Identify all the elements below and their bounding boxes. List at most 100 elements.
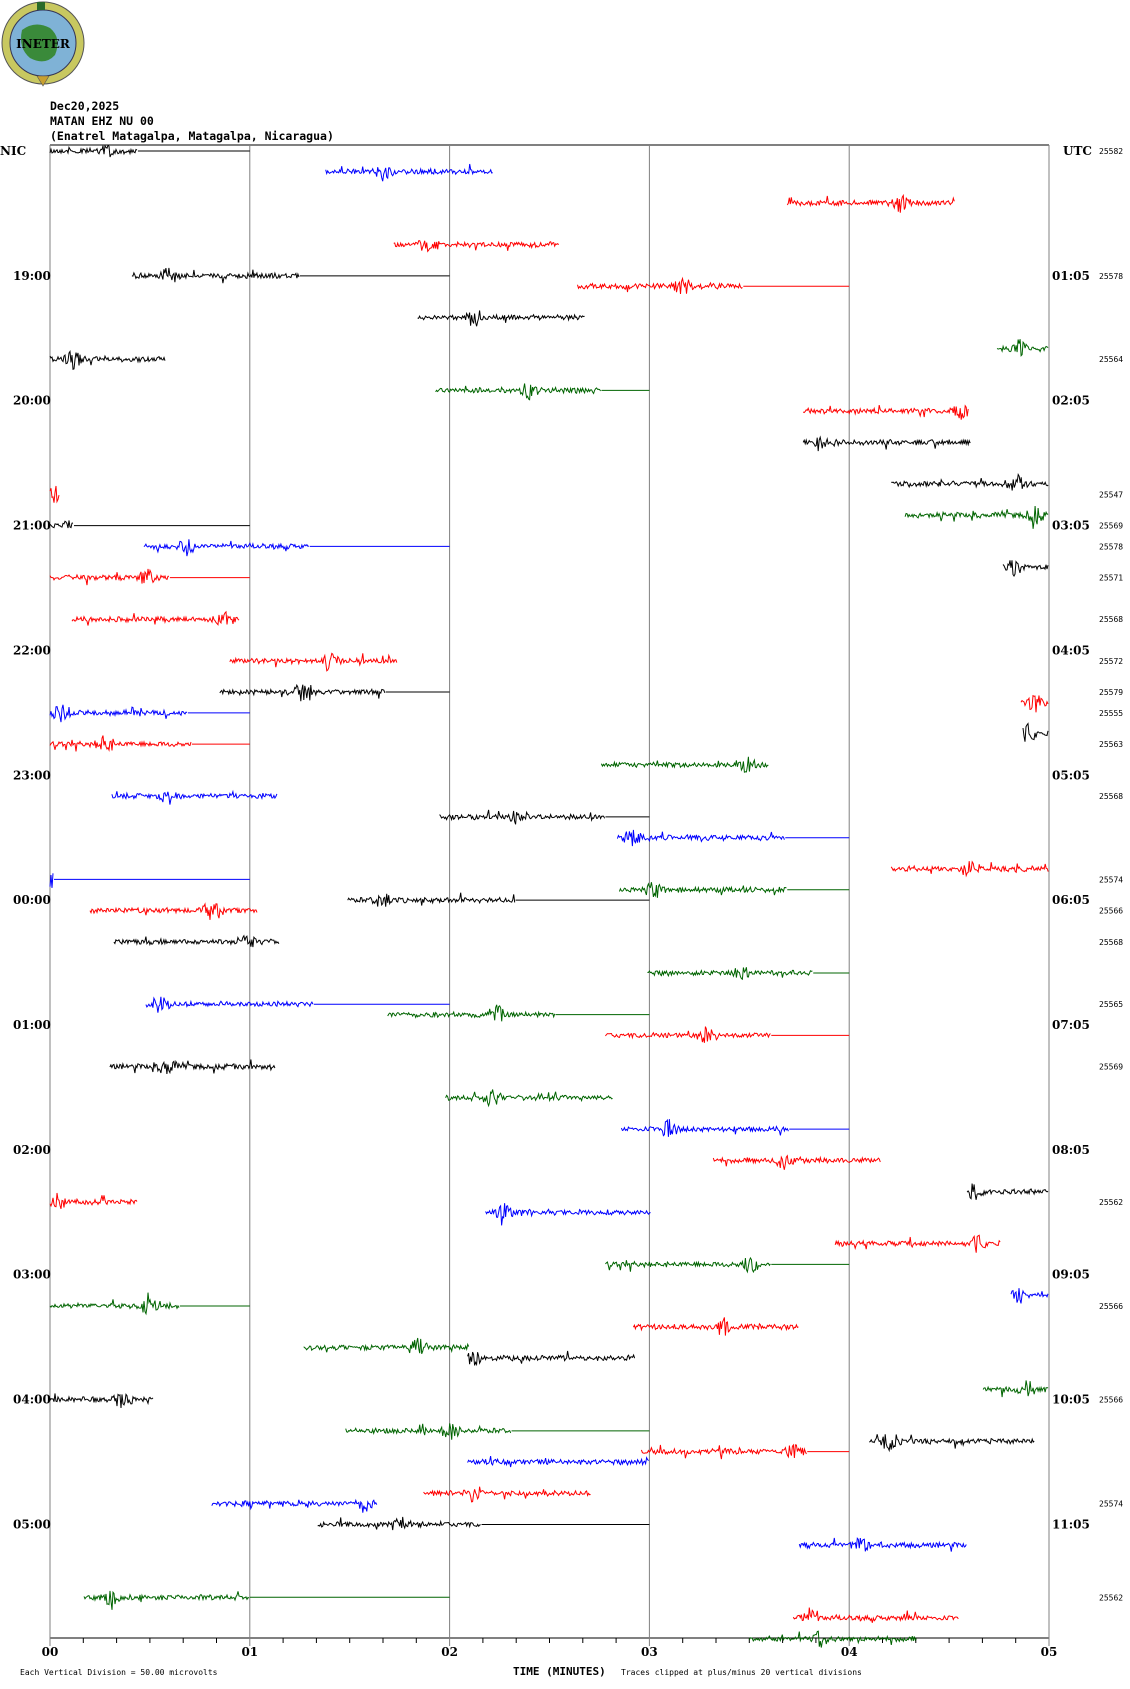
right-hour-label: 09:05 bbox=[1052, 1268, 1090, 1282]
left-hour-label: 20:00 bbox=[13, 394, 51, 408]
row-mean-count: 25565 bbox=[1099, 1000, 1123, 1009]
header-location: (Enatrel Matagalpa, Matagalpa, Nicaragua… bbox=[50, 129, 334, 143]
row-mean-count: 25571 bbox=[1099, 574, 1123, 583]
right-hour-label: 04:05 bbox=[1052, 643, 1090, 657]
row-mean-count: 25574 bbox=[1099, 1500, 1123, 1509]
trace-row-0 bbox=[49, 144, 138, 158]
row-mean-count: 25566 bbox=[1099, 1302, 1123, 1311]
row-mean-count: 25566 bbox=[1099, 907, 1123, 916]
trace-row-49 bbox=[229, 652, 398, 672]
row-mean-count: 25582 bbox=[1099, 147, 1123, 156]
row-mean-count: 25566 bbox=[1099, 1396, 1123, 1405]
left-hour-label: 19:00 bbox=[13, 269, 51, 283]
trace-row-72 bbox=[347, 892, 516, 907]
trace-row-79 bbox=[647, 967, 813, 981]
trace-row-56 bbox=[1022, 722, 1049, 742]
left-hour-label: 01:00 bbox=[13, 1018, 51, 1032]
left-hour-label: 21:00 bbox=[13, 519, 51, 533]
x-tick-label: 01 bbox=[241, 1645, 258, 1659]
trace-row-115 bbox=[303, 1337, 470, 1354]
svg-text:INETER: INETER bbox=[16, 37, 71, 51]
trace-row-143 bbox=[748, 1630, 917, 1648]
x-tick-label: 02 bbox=[441, 1645, 458, 1659]
row-mean-count: 25572 bbox=[1099, 657, 1123, 666]
trace-row-36 bbox=[49, 520, 74, 529]
row-mean-count: 25563 bbox=[1099, 740, 1123, 749]
trace-row-102 bbox=[485, 1203, 651, 1226]
trace-row-19 bbox=[996, 339, 1049, 357]
trace-row-129 bbox=[423, 1486, 591, 1503]
trace-row-69 bbox=[890, 860, 1049, 878]
trace-row-120 bbox=[49, 1393, 154, 1409]
trace-row-71 bbox=[618, 882, 787, 898]
trace-row-126 bbox=[467, 1456, 649, 1468]
trace-row-132 bbox=[317, 1516, 481, 1531]
trace-row-119 bbox=[982, 1380, 1049, 1398]
trace-row-9 bbox=[393, 240, 560, 253]
header-date: Dec20,2025 bbox=[50, 99, 119, 113]
row-mean-count: 25555 bbox=[1099, 709, 1123, 718]
trace-row-32 bbox=[891, 472, 1049, 491]
trace-row-85 bbox=[605, 1026, 771, 1043]
row-mean-count: 25568 bbox=[1099, 938, 1123, 947]
trace-row-139 bbox=[83, 1590, 250, 1610]
right-hour-label: 03:05 bbox=[1052, 519, 1090, 533]
trace-row-54 bbox=[49, 704, 188, 723]
trace-row-88 bbox=[109, 1059, 276, 1075]
trace-row-82 bbox=[145, 996, 314, 1013]
row-mean-count: 25569 bbox=[1099, 522, 1123, 531]
trace-row-91 bbox=[445, 1089, 613, 1108]
traces bbox=[49, 144, 1049, 1648]
left-hour-label: 22:00 bbox=[13, 643, 51, 657]
trace-row-113 bbox=[632, 1317, 799, 1336]
right-hour-label: 10:05 bbox=[1052, 1393, 1090, 1407]
trace-row-12 bbox=[131, 267, 300, 284]
row-mean-count: 25569 bbox=[1099, 1063, 1123, 1072]
row-mean-count: 25564 bbox=[1099, 355, 1123, 364]
row-mean-count: 25547 bbox=[1099, 490, 1123, 499]
trace-row-116 bbox=[467, 1350, 636, 1367]
trace-row-23 bbox=[435, 383, 602, 401]
row-mean-count: 25568 bbox=[1099, 615, 1123, 624]
right-hour-label: 02:05 bbox=[1052, 394, 1090, 408]
trace-row-73 bbox=[89, 902, 258, 920]
row-mean-count: 25562 bbox=[1099, 1198, 1123, 1207]
plot-grid bbox=[49, 144, 1050, 1646]
x-axis-title: TIME (MINUTES) bbox=[513, 1665, 606, 1678]
trace-row-141 bbox=[792, 1607, 959, 1623]
row-mean-count: 25574 bbox=[1099, 875, 1123, 884]
trace-row-134 bbox=[798, 1537, 967, 1552]
x-tick-label: 00 bbox=[42, 1645, 59, 1659]
right-hour-label: 07:05 bbox=[1052, 1018, 1090, 1032]
scale-note: Each Vertical Division = 50.00 microvolt… bbox=[20, 1668, 218, 1677]
row-mean-count: 25578 bbox=[1099, 542, 1123, 551]
trace-row-97 bbox=[712, 1154, 881, 1170]
row-mean-count: 25568 bbox=[1099, 792, 1123, 801]
trace-row-52 bbox=[219, 683, 386, 702]
right-hour-label: 01:05 bbox=[1052, 269, 1090, 283]
right-hour-label: 11:05 bbox=[1052, 1517, 1090, 1531]
trace-row-124 bbox=[868, 1434, 1035, 1453]
trace-row-101 bbox=[49, 1192, 138, 1209]
trace-row-33 bbox=[49, 485, 60, 504]
right-hour-label: 08:05 bbox=[1052, 1143, 1090, 1157]
trace-row-111 bbox=[49, 1292, 180, 1316]
trace-row-66 bbox=[616, 829, 785, 847]
axis-labels: 00 01 02 03 04 05 19:00 20:00 21:00 22:00 23:00 00:… bbox=[13, 147, 1123, 1659]
trace-row-35 bbox=[904, 505, 1049, 529]
x-tick-label: 05 bbox=[1041, 1645, 1058, 1659]
left-hour-label: 00:00 bbox=[13, 893, 51, 907]
trace-row-20 bbox=[49, 349, 166, 371]
ineter-logo: INETER bbox=[1, 1, 85, 87]
right-hour-label: 05:05 bbox=[1052, 768, 1090, 782]
trace-row-53 bbox=[1020, 694, 1049, 713]
row-mean-count: 25579 bbox=[1099, 688, 1123, 697]
trace-row-38 bbox=[143, 539, 310, 557]
x-tick-label: 04 bbox=[841, 1645, 858, 1659]
left-hour-label: 23:00 bbox=[13, 768, 51, 782]
row-mean-count: 25578 bbox=[1099, 272, 1123, 281]
left-timezone-label: NIC bbox=[0, 144, 26, 158]
left-hour-label: 04:00 bbox=[13, 1393, 51, 1407]
clip-note: Traces clipped at plus/minus 20 vertical… bbox=[621, 1668, 862, 1677]
